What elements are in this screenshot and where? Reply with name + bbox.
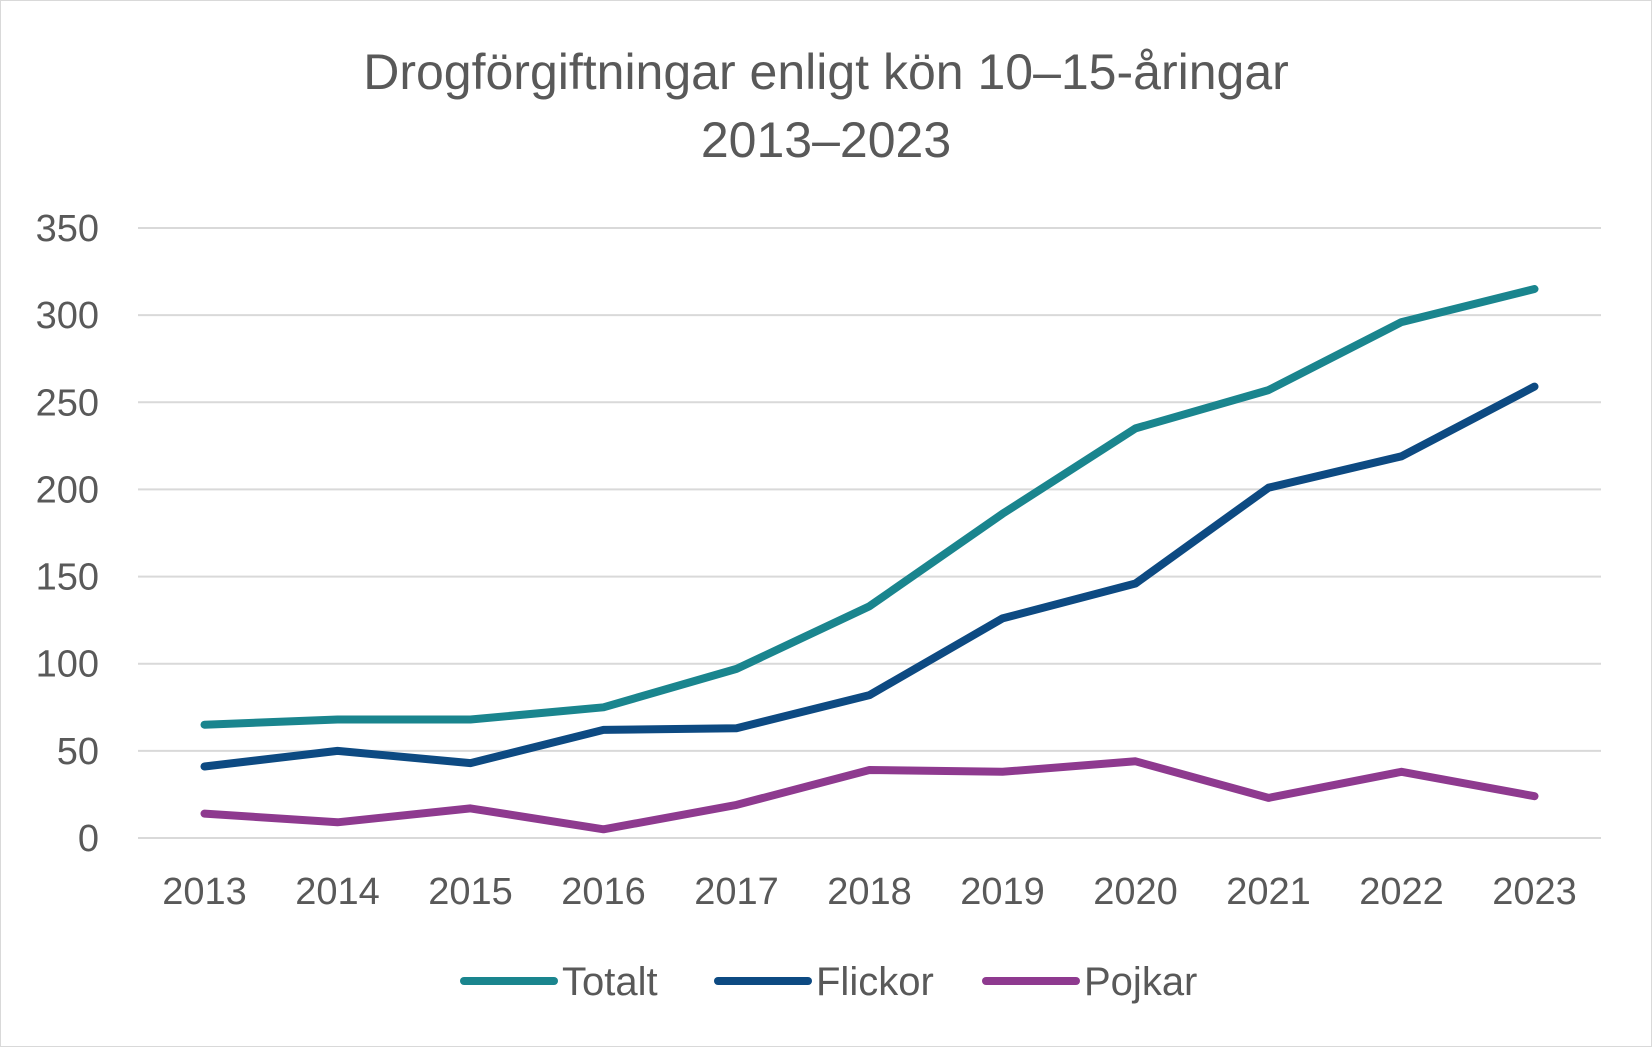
x-tick-label-2023: 2023	[1492, 871, 1577, 913]
y-tick-label-350: 350	[36, 208, 99, 250]
legend-item-totalt: Totalt	[460, 960, 658, 1004]
y-tick-label-300: 300	[36, 295, 99, 337]
y-tick-label-250: 250	[36, 382, 99, 424]
legend-label-flickor: Flickor	[816, 960, 934, 1004]
x-tick-label-2018: 2018	[827, 871, 912, 913]
legend-item-pojkar: Pojkar	[982, 960, 1197, 1004]
series-line-pojkar	[200, 757, 1539, 834]
y-axis-tick-labels: 0 50 100 150 200 250 300 350	[36, 208, 99, 860]
y-tick-label-150: 150	[36, 557, 99, 599]
legend-label-totalt: Totalt	[562, 960, 658, 1004]
chart-title: Drogförgiftningar enligt kön 10–15-åring…	[363, 44, 1289, 168]
chart-title-line-2: 2013–2023	[701, 112, 951, 168]
x-tick-label-2016: 2016	[561, 871, 646, 913]
x-tick-label-2021: 2021	[1226, 871, 1311, 913]
series-lines	[200, 285, 1539, 834]
y-tick-label-0: 0	[78, 818, 99, 860]
x-tick-label-2020: 2020	[1093, 871, 1178, 913]
gridlines	[138, 227, 1601, 839]
legend-item-flickor: Flickor	[714, 960, 934, 1004]
x-tick-label-2015: 2015	[428, 871, 513, 913]
x-tick-label-2022: 2022	[1359, 871, 1444, 913]
x-axis-tick-labels: 2013 2014 2015 2016 2017 2018 2019 2020 2021 2022…	[162, 871, 1577, 913]
y-tick-label-100: 100	[36, 644, 99, 686]
legend-label-pojkar: Pojkar	[1084, 960, 1197, 1004]
y-tick-label-50: 50	[57, 731, 99, 773]
series-line-totalt	[200, 285, 1539, 729]
legend: Totalt Flickor Pojkar	[460, 960, 1197, 1004]
chart-title-line-1: Drogförgiftningar enligt kön 10–15-åring…	[363, 44, 1289, 100]
x-tick-label-2013: 2013	[162, 871, 247, 913]
x-tick-label-2019: 2019	[960, 871, 1045, 913]
x-tick-label-2017: 2017	[694, 871, 779, 913]
y-tick-label-200: 200	[36, 469, 99, 511]
series-line-flickor	[200, 382, 1539, 771]
x-tick-label-2014: 2014	[295, 871, 380, 913]
